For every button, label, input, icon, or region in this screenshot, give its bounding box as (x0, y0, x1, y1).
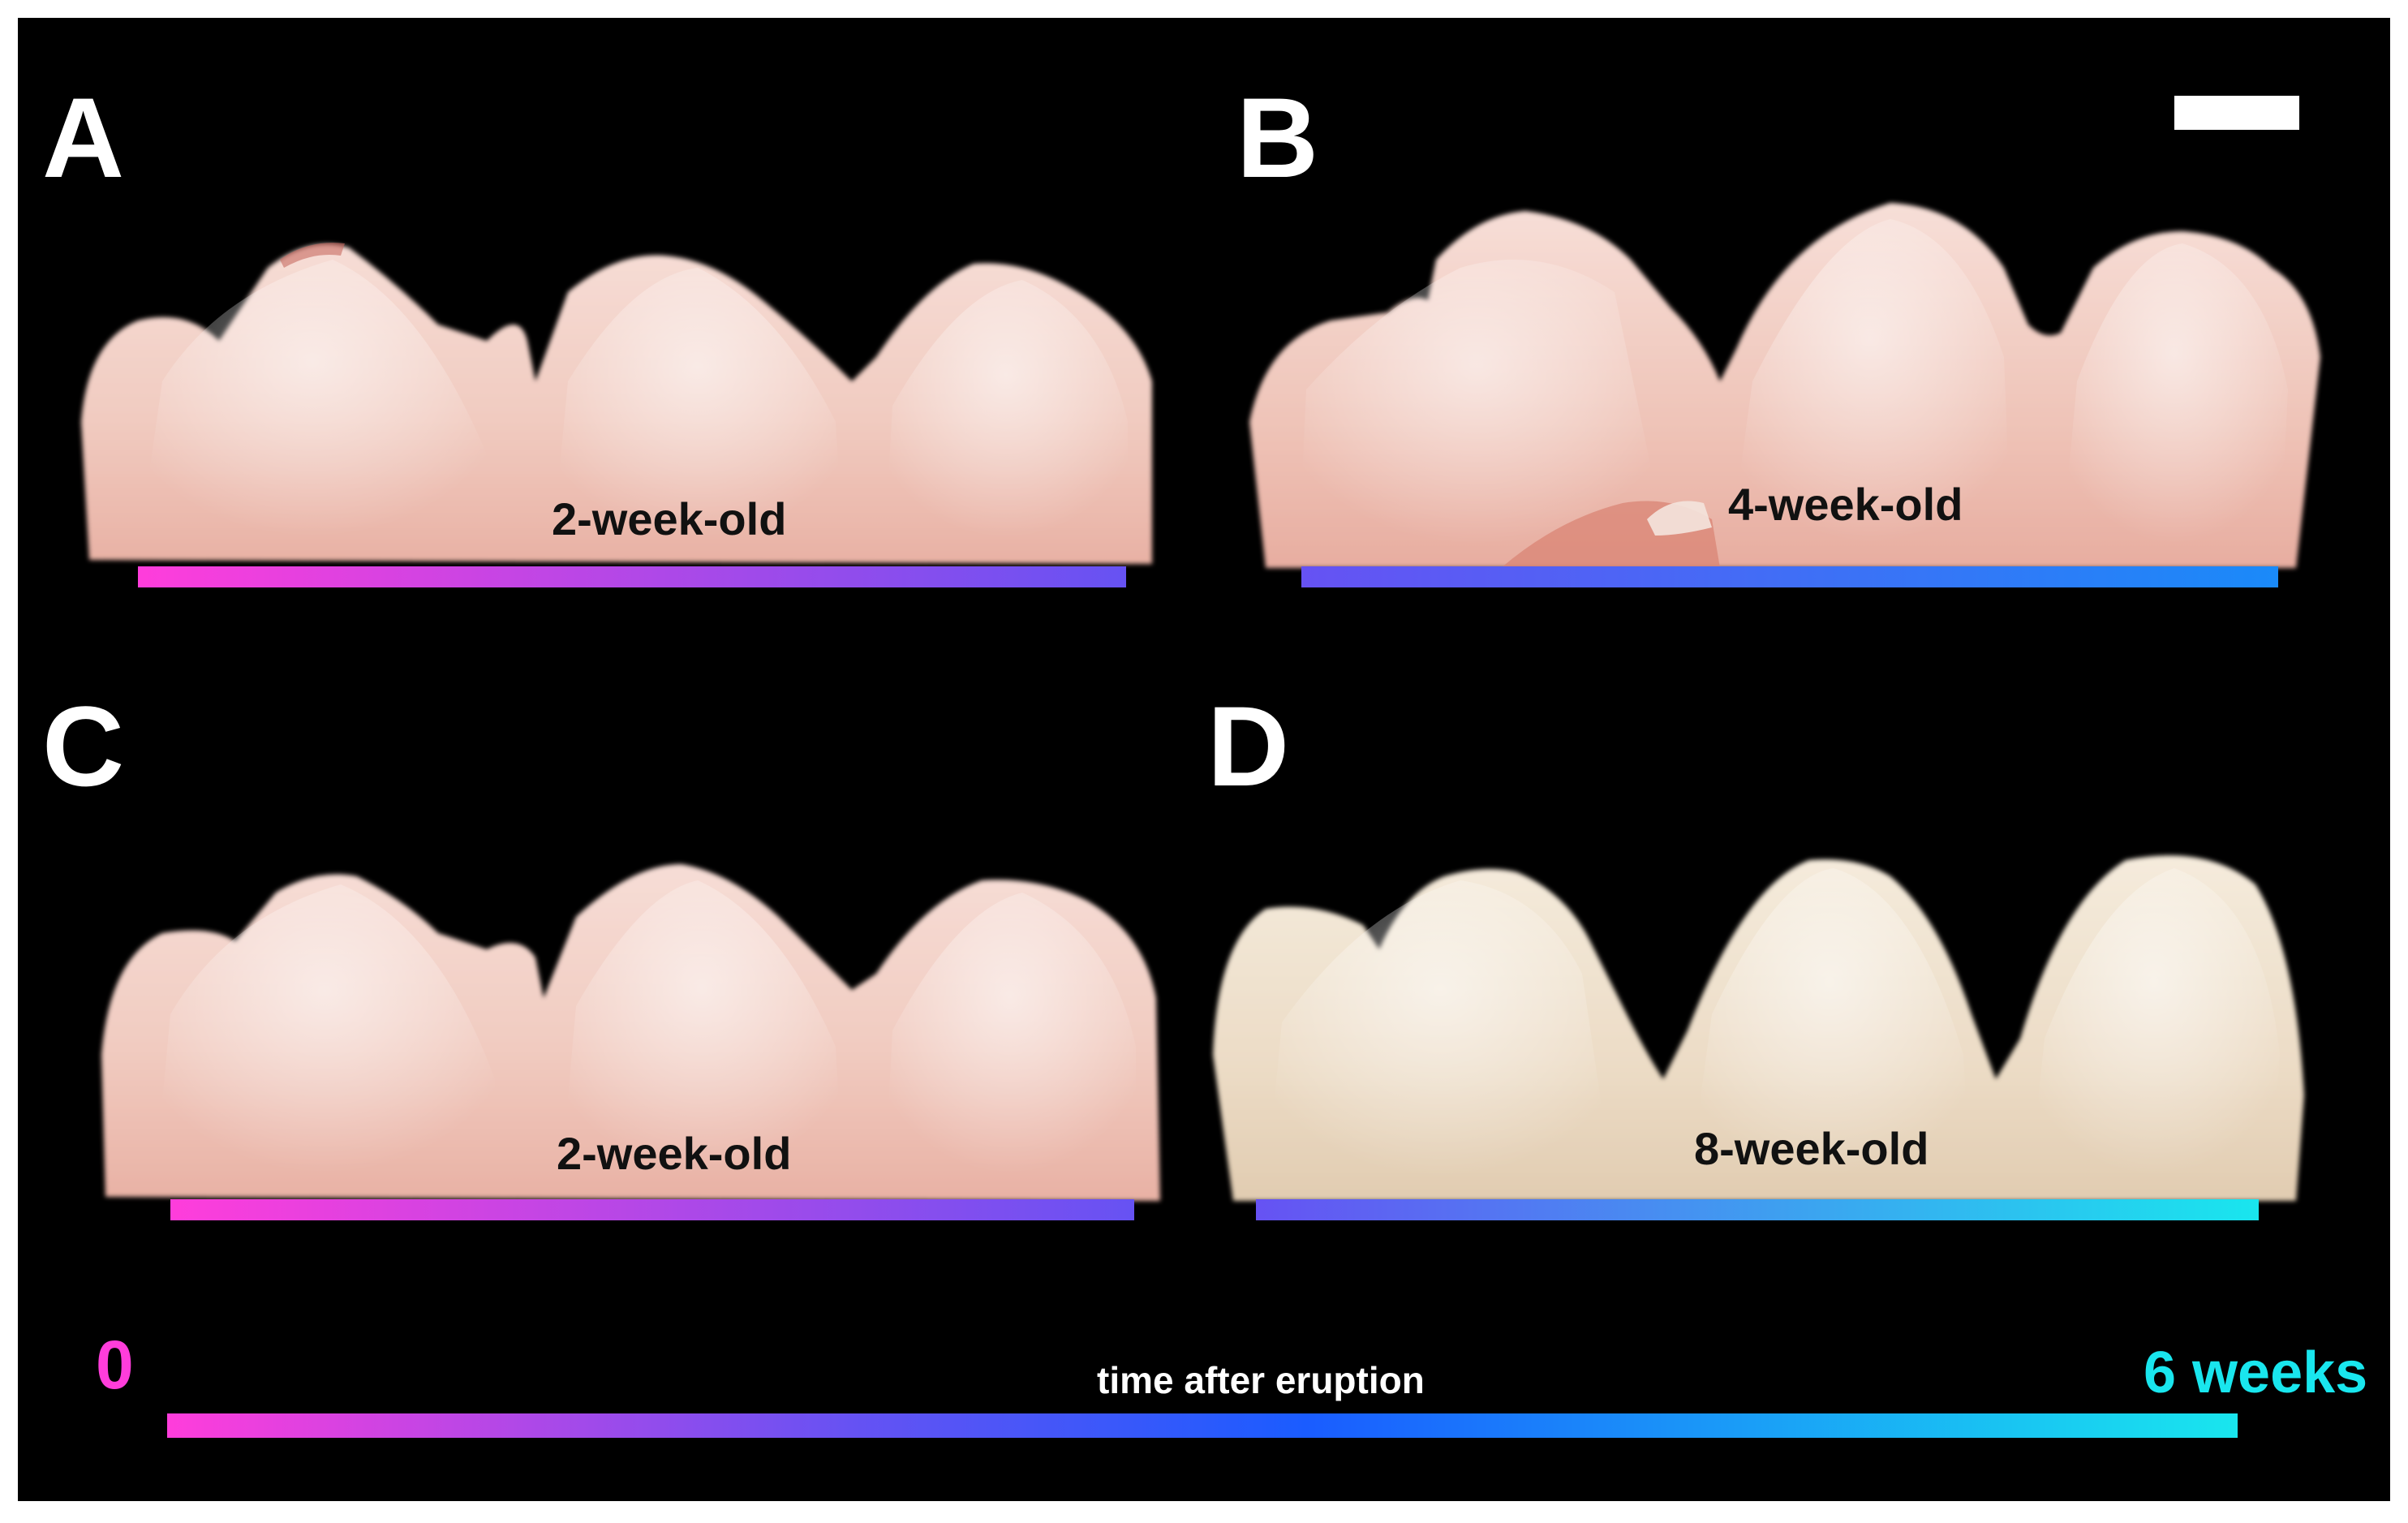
age-bar-c (170, 1199, 1134, 1220)
panel-letter-c: C (42, 682, 125, 810)
tooth-photo-d (1213, 855, 2304, 1201)
panel-letter-a: A (42, 74, 125, 201)
age-label-b: 4-week-old (1728, 479, 1963, 530)
age-label-a: 2-week-old (552, 493, 787, 544)
timeline-title: time after eruption (1097, 1359, 1425, 1401)
timeline-end-label: 6 weeks (2144, 1340, 2368, 1405)
age-label-d: 8-week-old (1694, 1123, 1929, 1174)
age-bar-d (1256, 1199, 2259, 1220)
tooth-photo-a (81, 243, 1152, 564)
age-bar-b (1301, 566, 2278, 587)
age-bar-a (138, 566, 1126, 587)
age-label-c: 2-week-old (557, 1128, 792, 1179)
scale-bar (2174, 96, 2299, 130)
tooth-photo-c (101, 864, 1160, 1201)
panel-letter-d: D (1207, 682, 1290, 810)
tooth-photo-b (1249, 203, 2320, 568)
panel-letter-b: B (1236, 74, 1319, 201)
timeline-gradient-bar (167, 1413, 2238, 1438)
timeline-start-label: 0 (96, 1327, 134, 1403)
